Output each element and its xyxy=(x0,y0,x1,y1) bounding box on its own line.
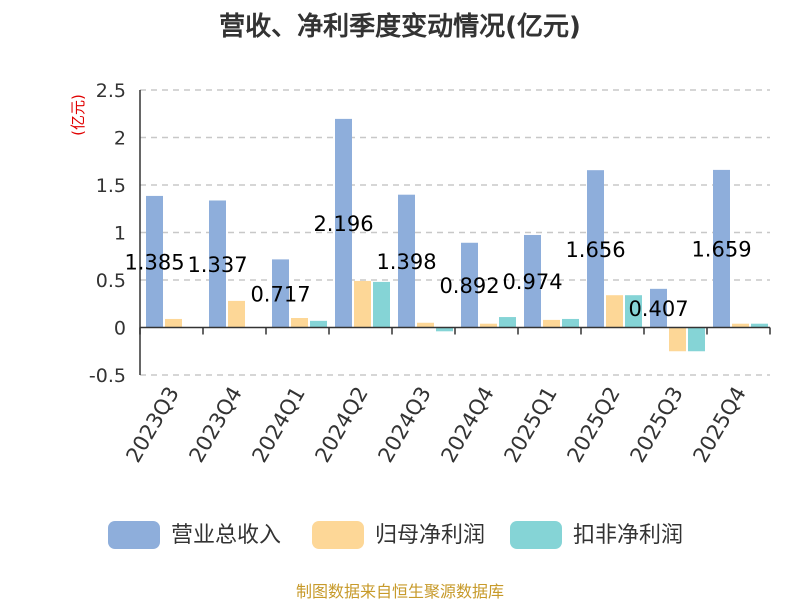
legend-swatch xyxy=(312,521,364,549)
x-tick-label: 2025Q2 xyxy=(562,383,624,467)
x-tick-label: 2023Q3 xyxy=(121,383,183,467)
revenue-bar xyxy=(587,170,604,328)
x-tick-label: 2025Q4 xyxy=(688,383,750,467)
deducted-net-profit-bar xyxy=(688,327,705,352)
data-label: 0.717 xyxy=(250,282,310,306)
y-tick-label: 0 xyxy=(114,318,126,340)
x-tick-label: 2025Q3 xyxy=(625,383,687,467)
y-axis-unit-label: (亿元) xyxy=(69,94,87,136)
data-label: 1.398 xyxy=(376,250,436,274)
x-tick-label: 2024Q2 xyxy=(310,383,372,467)
revenue-bar xyxy=(272,259,289,328)
data-label: 1.337 xyxy=(187,253,247,277)
data-label: 1.656 xyxy=(565,238,625,262)
net-profit-bar xyxy=(228,300,245,328)
revenue-bar xyxy=(209,200,226,328)
revenue-bar xyxy=(398,194,415,328)
revenue-bar xyxy=(461,242,478,328)
legend-swatch xyxy=(510,521,562,549)
deducted-net-profit-bar xyxy=(373,281,390,328)
deducted-net-profit-bar xyxy=(562,318,579,328)
y-tick-label: -0.5 xyxy=(89,365,126,387)
revenue-bar xyxy=(524,234,541,328)
x-tick-label: 2023Q4 xyxy=(184,383,246,467)
data-label: 1.385 xyxy=(124,251,184,275)
deducted-net-profit-bar xyxy=(625,295,642,328)
net-profit-bar xyxy=(417,322,434,328)
net-profit-bar xyxy=(606,295,623,328)
data-label: 0.974 xyxy=(502,270,562,294)
chart-title: 营收、净利季度变动情况(亿元) xyxy=(219,12,581,42)
x-tick-label: 2024Q3 xyxy=(373,383,435,467)
x-tick-label: 2025Q1 xyxy=(499,383,561,467)
revenue-bar xyxy=(335,118,352,328)
data-label: 0.892 xyxy=(439,274,499,298)
legend-label: 营业总收入 xyxy=(171,523,281,548)
revenue-bar xyxy=(713,169,730,328)
data-label: 1.659 xyxy=(691,238,751,262)
data-label: 2.196 xyxy=(313,212,373,236)
source-footer: 制图数据来自恒生聚源数据库 xyxy=(295,582,504,601)
x-tick-label: 2024Q4 xyxy=(436,383,498,467)
net-profit-bar xyxy=(732,323,749,328)
revenue-bar xyxy=(146,195,163,328)
data-label: 0.407 xyxy=(628,297,688,321)
x-tick-label: 2024Q1 xyxy=(247,383,309,467)
net-profit-bar xyxy=(480,323,497,328)
deducted-net-profit-bar xyxy=(499,317,516,328)
y-tick-label: 1.5 xyxy=(96,175,126,197)
net-profit-bar xyxy=(165,318,182,328)
legend-swatch xyxy=(108,521,160,549)
deducted-net-profit-bar xyxy=(436,327,453,332)
legend-label: 归母净利润 xyxy=(375,523,485,548)
net-profit-bar xyxy=(543,319,560,328)
legend-label: 扣非净利润 xyxy=(573,523,683,548)
deducted-net-profit-bar xyxy=(310,320,327,328)
deducted-net-profit-bar xyxy=(751,323,768,328)
y-tick-label: 1 xyxy=(114,223,126,245)
y-tick-label: 2.5 xyxy=(96,80,126,102)
net-profit-bar xyxy=(291,318,308,328)
net-profit-bar xyxy=(354,280,371,328)
y-tick-label: 0.5 xyxy=(96,270,126,292)
revenue-bar xyxy=(650,288,667,328)
y-tick-label: 2 xyxy=(114,128,126,150)
net-profit-bar xyxy=(669,327,686,352)
